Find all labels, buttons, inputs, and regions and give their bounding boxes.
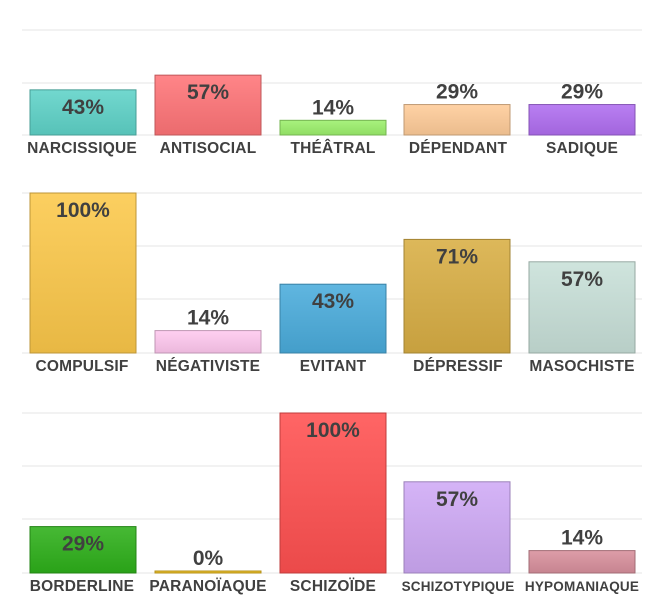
chart-panel-3: 29% BORDERLINE 0% PARANOÏAQUE 100% SCHIZOÏDE 5… [22,412,642,595]
bar-narcissique [29,89,137,136]
bar-antisocial [154,74,262,136]
data-label: 71% [436,245,478,268]
data-label: 29% [62,533,104,556]
category-label: NÉGATIVISTE [156,358,260,375]
data-label: 29% [436,81,478,104]
bar-schizotypique [403,481,511,574]
category-label: MASOCHISTE [529,358,634,375]
data-label: 57% [436,488,478,511]
category-label: PARANOÏAQUE [149,578,266,595]
data-label: 14% [187,307,229,330]
data-label: 14% [561,527,603,550]
bar-evitant [279,283,387,354]
data-label: 14% [312,96,354,119]
bar-théâtral [279,119,387,136]
category-label: HYPOMANIAQUE [525,579,639,594]
bar-négativiste [154,330,262,354]
bar-dépendant [403,104,511,136]
data-label: 43% [312,290,354,313]
bar-paranoïaque [154,570,262,574]
bar-sadique [528,104,636,136]
category-label: SCHIZOÏDE [290,578,376,595]
bar-dépressif [403,238,511,354]
data-label: 57% [187,81,229,104]
category-label: SADIQUE [546,140,618,157]
category-label: EVITANT [300,358,367,375]
chart-panel-2: 100% COMPULSIF 14% NÉGATIVISTE 43% EVITANT 71%… [22,192,642,375]
category-label: SCHIZOTYPIQUE [402,579,515,594]
data-label: 100% [306,419,360,442]
data-label: 100% [56,199,110,222]
bar-compulsif [29,192,137,354]
data-label: 29% [561,81,603,104]
bar-masochiste [528,261,636,354]
category-label: COMPULSIF [35,358,128,375]
category-label: DÉPENDANT [409,140,508,157]
data-label: 43% [62,96,104,119]
data-label: 57% [561,268,603,291]
category-label: THÉÂTRAL [290,139,375,157]
data-label: 0% [193,547,224,570]
chart-panel-1: 43% NARCISSIQUE 57% ANTISOCIAL 14% THÉÂTRAL 29… [22,29,642,157]
bar-hypomaniaque [528,550,636,574]
bar-borderline [29,526,137,574]
category-label: BORDERLINE [30,578,134,595]
category-label: NARCISSIQUE [27,140,137,157]
bar-schizoïde [279,412,387,574]
category-label: DÉPRESSIF [413,358,503,375]
category-label: ANTISOCIAL [160,140,257,157]
